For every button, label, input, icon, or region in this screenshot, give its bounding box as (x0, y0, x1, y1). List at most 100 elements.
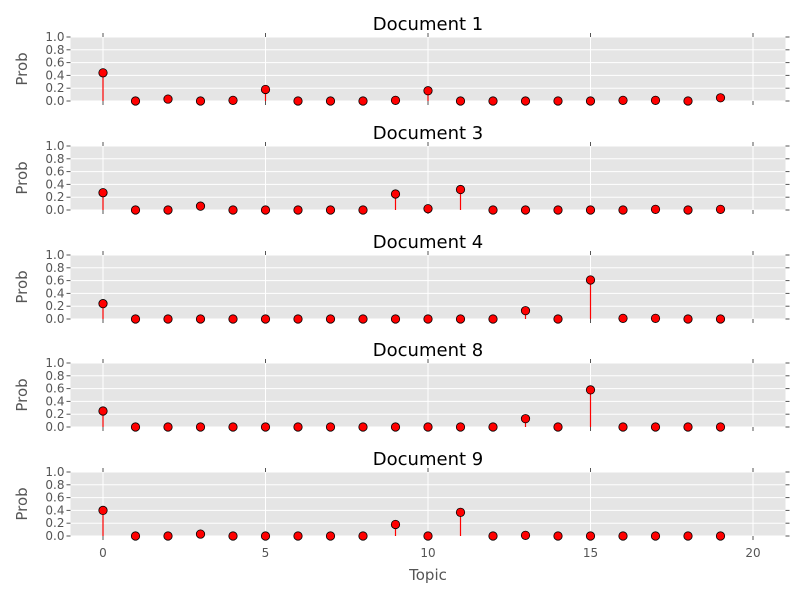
stem-marker (585, 275, 596, 285)
stem-marker (130, 422, 141, 432)
stem-marker (715, 93, 726, 103)
y-tick-label: 0.2 (45, 299, 64, 313)
stem-marker (163, 314, 173, 324)
stem-marker (585, 531, 596, 541)
stem-marker (98, 299, 108, 309)
stem-marker (358, 314, 368, 324)
y-tick-label: 0.4 (45, 68, 64, 82)
y-axis-label: Prob (13, 487, 31, 520)
x-tick-label: 20 (745, 546, 760, 560)
y-tick-label: 0.6 (45, 274, 64, 288)
stem-marker (683, 422, 693, 432)
stem-marker (195, 529, 206, 539)
stem-marker (683, 205, 693, 215)
stem-marker (488, 205, 498, 215)
y-axis-label: Prob (13, 270, 31, 303)
y-tick-label: 0.2 (45, 407, 64, 421)
stem-marker (293, 314, 303, 324)
stem-marker (715, 204, 726, 214)
stem-marker (195, 422, 206, 432)
stem-marker (390, 422, 401, 432)
stem-marker (618, 205, 628, 215)
stem-marker (650, 422, 661, 432)
stem-marker (228, 531, 238, 541)
y-axis-label: Prob (13, 378, 31, 411)
stem-marker (455, 96, 466, 106)
stem-marker (325, 96, 336, 106)
y-tick-label: 1.0 (45, 248, 64, 262)
y-tick-label: 0.4 (45, 394, 64, 408)
stem-marker (553, 422, 563, 432)
stem-marker (488, 531, 498, 541)
stem-marker (195, 96, 206, 106)
stem-marker (260, 84, 271, 95)
y-tick-label: 0.0 (45, 94, 64, 108)
y-tick-label: 0.8 (45, 369, 64, 383)
stem-marker (260, 314, 271, 324)
y-tick-label: 0.4 (45, 286, 64, 300)
stem-marker (130, 314, 141, 324)
panel-title: Document 9 (373, 449, 483, 470)
panel-title: Document 3 (373, 123, 483, 144)
stem-marker (618, 531, 628, 541)
stem-marker (553, 314, 563, 324)
stem-marker (325, 205, 336, 215)
x-axis-label: Topic (408, 566, 447, 584)
stem-marker (650, 313, 661, 323)
stem-marker (325, 422, 336, 432)
stem-marker (618, 422, 628, 432)
stem-marker (163, 422, 173, 432)
stem-marker (325, 314, 336, 324)
x-tick-label: 10 (420, 546, 435, 560)
stem-marker (683, 531, 693, 541)
stem-marker (390, 95, 401, 105)
stem-marker (650, 204, 661, 214)
y-tick-label: 0.8 (45, 261, 64, 275)
stem-marker (358, 531, 368, 541)
stem-marker (130, 205, 141, 215)
y-tick-label: 0.8 (45, 478, 64, 492)
stem-marker (228, 422, 238, 432)
stem-marker (163, 94, 173, 104)
y-tick-label: 0.4 (45, 503, 64, 517)
stem-marker (683, 314, 693, 324)
y-tick-label: 0.6 (45, 56, 64, 70)
stem-marker (423, 204, 433, 214)
panel-title: Document 4 (373, 232, 483, 253)
y-tick-label: 0.2 (45, 81, 64, 95)
stem-marker (195, 201, 206, 211)
y-tick-label: 0.6 (45, 491, 64, 505)
stem-marker (228, 205, 238, 215)
stem-marker (390, 519, 401, 530)
stem-marker (618, 95, 628, 105)
x-tick-label: 15 (583, 546, 598, 560)
stem-marker (488, 422, 498, 432)
stem-marker (163, 531, 173, 541)
x-tick-label: 0 (99, 546, 107, 560)
stem-marker (455, 184, 466, 195)
stem-marker (163, 205, 173, 215)
stem-marker (520, 96, 531, 106)
stem-marker (293, 531, 303, 541)
stem-marker (618, 313, 628, 323)
stem-marker (488, 96, 498, 106)
stem-marker (585, 385, 596, 395)
y-tick-label: 0.0 (45, 420, 64, 434)
stem-marker (390, 189, 401, 199)
stem-marker (715, 422, 726, 432)
y-tick-label: 0.6 (45, 382, 64, 396)
stem-marker (585, 205, 596, 215)
stem-marker (130, 531, 141, 541)
stem-marker (358, 422, 368, 432)
stem-marker (390, 314, 401, 324)
y-tick-label: 1.0 (45, 465, 64, 479)
stem-marker (358, 205, 368, 215)
stem-marker (228, 95, 238, 105)
stem-marker (423, 314, 433, 324)
stem-marker (260, 531, 271, 541)
y-axis-label: Prob (13, 161, 31, 194)
stem-marker (520, 205, 531, 215)
y-tick-label: 0.4 (45, 177, 64, 191)
y-tick-label: 0.0 (45, 529, 64, 543)
panel-5: 0.00.20.40.60.81.0 Prob Document 9 0 5 10 15 20… (13, 449, 790, 584)
